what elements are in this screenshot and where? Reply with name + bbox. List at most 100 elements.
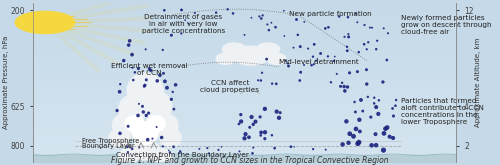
- Point: [346, 71, 354, 74]
- Point: [252, 120, 260, 123]
- Text: CCN affect
cloud properties: CCN affect cloud properties: [200, 80, 260, 93]
- Point: [390, 115, 398, 117]
- Point: [314, 58, 322, 60]
- Point: [389, 137, 397, 139]
- Point: [372, 48, 380, 50]
- Point: [245, 136, 253, 139]
- Point: [131, 71, 139, 74]
- Circle shape: [15, 11, 74, 33]
- Point: [144, 112, 152, 114]
- Point: [354, 70, 362, 73]
- Point: [237, 113, 245, 116]
- Point: [324, 26, 332, 29]
- Point: [350, 101, 358, 103]
- Point: [166, 151, 174, 154]
- Point: [300, 64, 308, 66]
- Point: [362, 68, 370, 71]
- Point: [159, 145, 167, 148]
- Point: [170, 108, 178, 110]
- Point: [250, 146, 258, 149]
- Point: [344, 86, 351, 88]
- Point: [335, 15, 343, 18]
- Point: [235, 123, 243, 125]
- Point: [249, 123, 257, 126]
- Point: [370, 102, 378, 105]
- Point: [126, 40, 134, 42]
- Point: [333, 73, 341, 75]
- Point: [261, 131, 269, 134]
- Point: [324, 55, 332, 58]
- Point: [346, 132, 354, 135]
- Point: [356, 118, 364, 121]
- Point: [344, 33, 352, 35]
- Point: [366, 26, 374, 29]
- Point: [178, 32, 186, 35]
- Point: [276, 111, 284, 114]
- Text: Boundary Layer: Boundary Layer: [82, 143, 134, 149]
- Point: [379, 81, 387, 83]
- Point: [258, 17, 266, 20]
- Point: [284, 65, 292, 67]
- Point: [375, 99, 383, 102]
- Point: [237, 120, 245, 123]
- Point: [256, 134, 264, 137]
- Point: [268, 134, 276, 136]
- Point: [374, 113, 382, 115]
- Text: Mid-level detrainment: Mid-level detrainment: [278, 59, 358, 65]
- Point: [352, 111, 360, 113]
- Point: [304, 47, 312, 50]
- Point: [359, 110, 367, 112]
- Point: [343, 45, 351, 48]
- Point: [384, 32, 392, 35]
- Point: [352, 128, 360, 130]
- Point: [205, 152, 213, 155]
- Point: [261, 137, 269, 140]
- Point: [262, 58, 270, 60]
- Point: [340, 85, 348, 88]
- Point: [284, 62, 292, 65]
- Point: [163, 86, 171, 89]
- Point: [287, 145, 295, 148]
- Point: [300, 20, 308, 23]
- Point: [373, 39, 381, 42]
- Point: [316, 52, 324, 55]
- Point: [296, 45, 304, 48]
- Point: [254, 79, 262, 82]
- Point: [116, 90, 124, 93]
- Point: [360, 24, 368, 26]
- Point: [258, 14, 266, 17]
- Point: [367, 116, 375, 118]
- Point: [368, 144, 376, 147]
- Point: [309, 148, 317, 150]
- Ellipse shape: [222, 43, 246, 56]
- Point: [134, 114, 142, 117]
- Point: [364, 41, 372, 44]
- Ellipse shape: [118, 95, 146, 124]
- Point: [392, 104, 400, 107]
- Point: [380, 132, 388, 135]
- Point: [184, 22, 192, 25]
- Point: [261, 108, 269, 110]
- Ellipse shape: [152, 149, 172, 165]
- Point: [123, 146, 131, 148]
- Point: [116, 83, 124, 85]
- Point: [178, 9, 186, 11]
- Point: [170, 145, 177, 148]
- Point: [240, 137, 248, 140]
- Point: [290, 46, 298, 49]
- Point: [140, 85, 148, 88]
- Point: [275, 116, 283, 119]
- Ellipse shape: [125, 116, 144, 132]
- Y-axis label: Approximate Pressure, hPa: Approximate Pressure, hPa: [4, 36, 10, 129]
- Point: [130, 79, 138, 81]
- Point: [383, 126, 391, 129]
- Point: [388, 107, 396, 110]
- Ellipse shape: [144, 92, 172, 120]
- Point: [236, 150, 244, 153]
- Point: [140, 111, 147, 113]
- Ellipse shape: [233, 46, 269, 65]
- Ellipse shape: [112, 114, 136, 136]
- Point: [172, 83, 179, 86]
- Point: [343, 50, 351, 52]
- Point: [308, 64, 316, 66]
